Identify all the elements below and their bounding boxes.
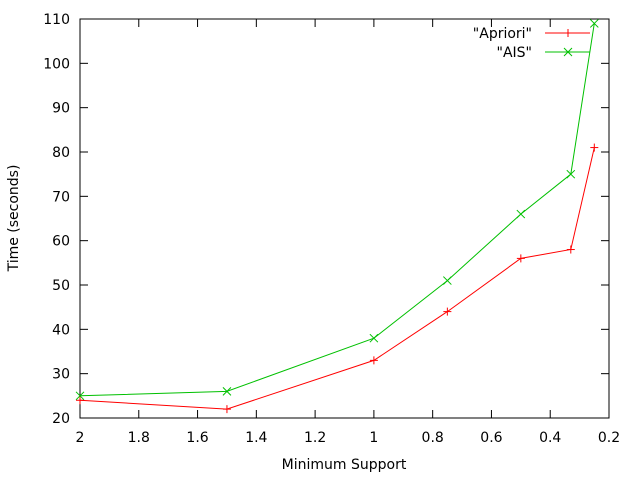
y-axis: 20 30 40 50 60 70 80 90 100 110 (43, 12, 609, 427)
data-point-apriori (590, 143, 599, 152)
x-tick-label: 1.2 (304, 430, 326, 446)
data-point-ais (369, 333, 379, 343)
y-tick-label: 50 (52, 278, 70, 294)
y-tick-label: 80 (52, 145, 70, 161)
x-tick-label: 0.4 (539, 430, 561, 446)
x-tick-label: 0.8 (422, 430, 444, 446)
y-tick-label: 90 (52, 101, 70, 117)
x-tick-label: 1.8 (128, 430, 150, 446)
legend-marker-ais (563, 47, 573, 57)
y-tick-label: 30 (52, 367, 70, 383)
data-point-ais (75, 391, 85, 401)
y-tick-label: 60 (52, 234, 70, 250)
x-tick-label: 1 (369, 430, 378, 446)
series-line-ais (79, 23, 595, 397)
series-line-apriori (79, 147, 595, 410)
plot-frame (79, 18, 610, 419)
data-point-apriori (566, 245, 575, 254)
legend: "Apriori" "AIS" (473, 26, 590, 61)
y-tick-label: 100 (43, 56, 70, 72)
data-point-ais (516, 209, 526, 219)
y-tick-label: 20 (52, 411, 70, 427)
legend-label-ais: "AIS" (497, 45, 532, 61)
y-tick-label: 70 (52, 189, 70, 205)
x-tick-label: 1.6 (186, 430, 208, 446)
x-tick-label: 0.2 (598, 430, 620, 446)
data-point-ais (566, 169, 576, 179)
x-tick-label: 1.4 (245, 430, 267, 446)
y-tick-label: 110 (43, 12, 70, 28)
x-tick-label: 2 (76, 430, 85, 446)
legend-label-apriori: "Apriori" (473, 26, 532, 42)
x-tick-label: 0.6 (480, 430, 502, 446)
data-point-apriori (222, 405, 231, 414)
y-axis-label: Time (seconds) (6, 165, 22, 273)
data-point-apriori (369, 356, 378, 365)
y-tick-label: 40 (52, 322, 70, 338)
data-point-apriori (76, 396, 84, 405)
x-axis: 2 1.8 1.6 1.4 1.2 1 0.8 0.6 0.4 0.2 (76, 19, 620, 446)
data-point-apriori (516, 254, 525, 263)
x-axis-label: Minimum Support (282, 457, 407, 473)
data-point-apriori (443, 307, 452, 316)
data-point-ais (222, 387, 232, 396)
series-layer (75, 19, 599, 414)
data-point-ais (443, 276, 452, 285)
data-point-ais (589, 19, 599, 28)
legend-marker-apriori (564, 29, 572, 37)
